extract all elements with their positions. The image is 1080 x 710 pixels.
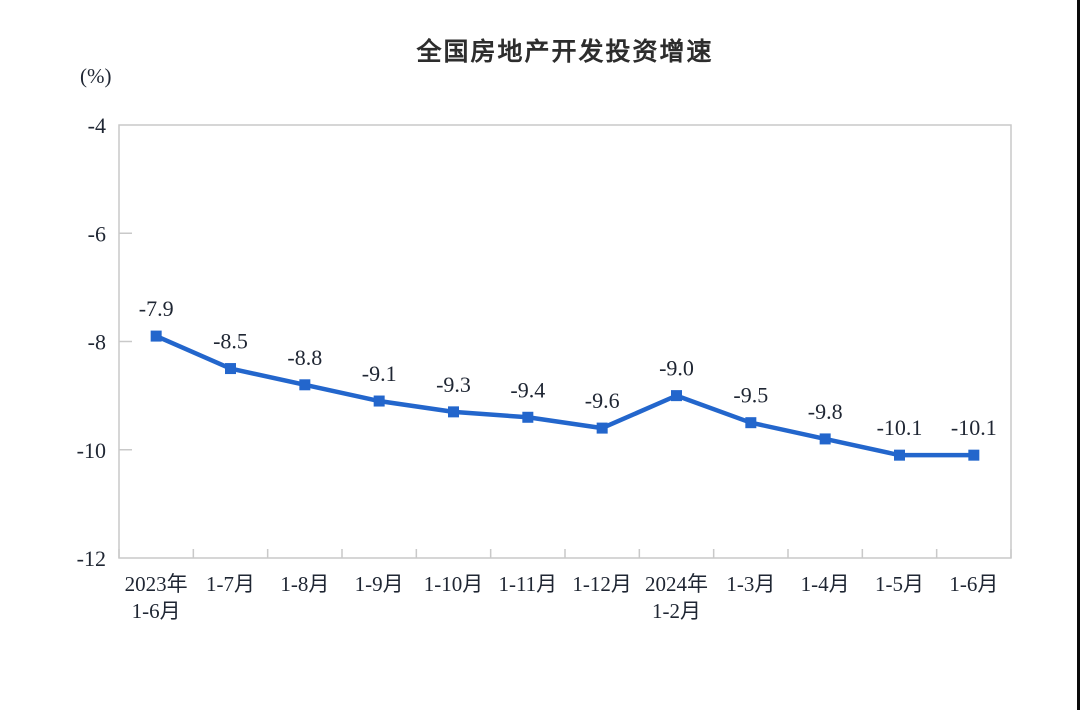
y-axis-unit-label: (%): [80, 64, 112, 88]
data-point-marker: [671, 390, 682, 402]
x-axis-category-label: 1-10月: [424, 572, 484, 596]
x-axis-category-label: 2024年: [645, 572, 708, 596]
data-point-marker: [894, 449, 905, 461]
data-point-marker: [819, 433, 831, 445]
chart-title: 全国房地产开发投资增速: [416, 38, 714, 66]
data-point-marker: [522, 411, 534, 423]
data-point-label: -9.0: [659, 356, 694, 381]
data-point-label: -8.8: [287, 345, 322, 370]
x-axis-category-label: 1-7月: [206, 572, 255, 596]
data-point-label: -9.6: [585, 388, 620, 413]
data-point-label: -9.5: [733, 383, 768, 408]
data-point-marker: [225, 363, 236, 375]
data-point-marker: [150, 330, 162, 342]
data-point-label: -9.4: [510, 377, 545, 402]
data-point-marker: [448, 406, 459, 418]
data-point-marker: [299, 379, 311, 391]
x-axis-category-label: 1-6月: [132, 599, 181, 623]
series-line: [153, 333, 977, 458]
x-axis-category-label: 1-12月: [572, 572, 632, 596]
x-axis-category-label: 1-9月: [355, 572, 404, 596]
data-point-marker: [596, 422, 608, 434]
x-axis-category-label: 1-8月: [280, 572, 329, 596]
data-point-marker: [968, 449, 980, 461]
data-point-marker: [745, 417, 757, 429]
y-axis-tick-label: -10: [77, 438, 106, 463]
data-point-label: -9.3: [436, 372, 471, 397]
data-point-label: -10.1: [951, 415, 997, 440]
x-axis-category-label: 1-4月: [801, 572, 850, 596]
data-point-label: -8.5: [213, 329, 248, 354]
data-point-label: -9.1: [362, 361, 397, 386]
data-point-label: -9.8: [808, 399, 843, 424]
data-point-label: -10.1: [877, 415, 923, 440]
x-axis-category-label: 2023年: [125, 572, 188, 596]
y-axis-tick-label: -4: [88, 113, 106, 138]
x-axis-category-label: 1-11月: [498, 572, 557, 596]
y-axis-tick-label: -6: [88, 221, 106, 246]
screenshot-right-border-line: [1077, 0, 1080, 710]
x-axis-category-label: 1-3月: [726, 572, 775, 596]
y-axis-tick-label: -8: [88, 330, 106, 355]
x-axis-category-label: 1-6月: [949, 572, 998, 596]
x-axis-category-label: 1-2月: [652, 599, 701, 623]
x-axis-category-label: 1-5月: [875, 572, 924, 596]
y-axis-tick-label: -12: [77, 546, 106, 571]
data-point-label: -7.9: [139, 296, 174, 321]
plot-area-frame: [118, 124, 1012, 559]
data-point-marker: [373, 395, 385, 407]
